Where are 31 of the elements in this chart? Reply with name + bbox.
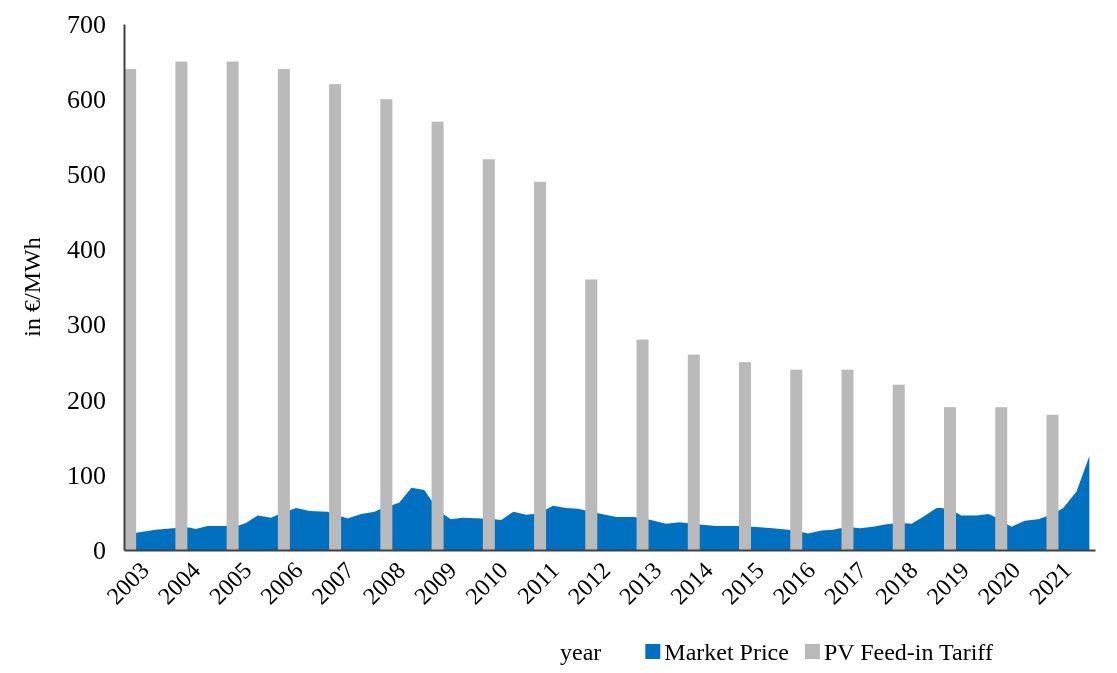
bar — [995, 407, 1008, 550]
bar — [687, 354, 700, 550]
x-axis-title: year — [560, 639, 602, 665]
x-tick-label: 2011 — [512, 557, 564, 609]
bar — [226, 61, 239, 550]
bar — [380, 99, 393, 550]
bar — [1046, 414, 1059, 550]
bar — [482, 159, 495, 550]
bar — [790, 369, 803, 550]
legend-label: Market Price — [664, 639, 789, 665]
y-tick-label: 0 — [93, 535, 106, 565]
y-tick-label: 600 — [67, 84, 106, 114]
y-tick-label: 700 — [67, 9, 106, 39]
y-tick-label: 100 — [67, 460, 106, 490]
y-tick-label: 300 — [67, 310, 106, 340]
bar — [892, 384, 905, 550]
bar — [277, 69, 290, 550]
y-tick-label: 400 — [67, 235, 106, 265]
bar — [841, 369, 854, 550]
bar — [739, 362, 752, 550]
legend-label: PV Feed-in Tariff — [823, 639, 993, 665]
y-tick-label: 500 — [67, 160, 106, 190]
bar — [329, 84, 342, 550]
bar — [534, 181, 547, 550]
bar — [943, 407, 956, 550]
bar — [431, 121, 444, 550]
bar — [585, 279, 598, 550]
y-axis-title: in €/MWh — [19, 237, 45, 337]
bar — [636, 339, 649, 550]
y-tick-label: 200 — [67, 385, 106, 415]
bar — [175, 61, 188, 550]
